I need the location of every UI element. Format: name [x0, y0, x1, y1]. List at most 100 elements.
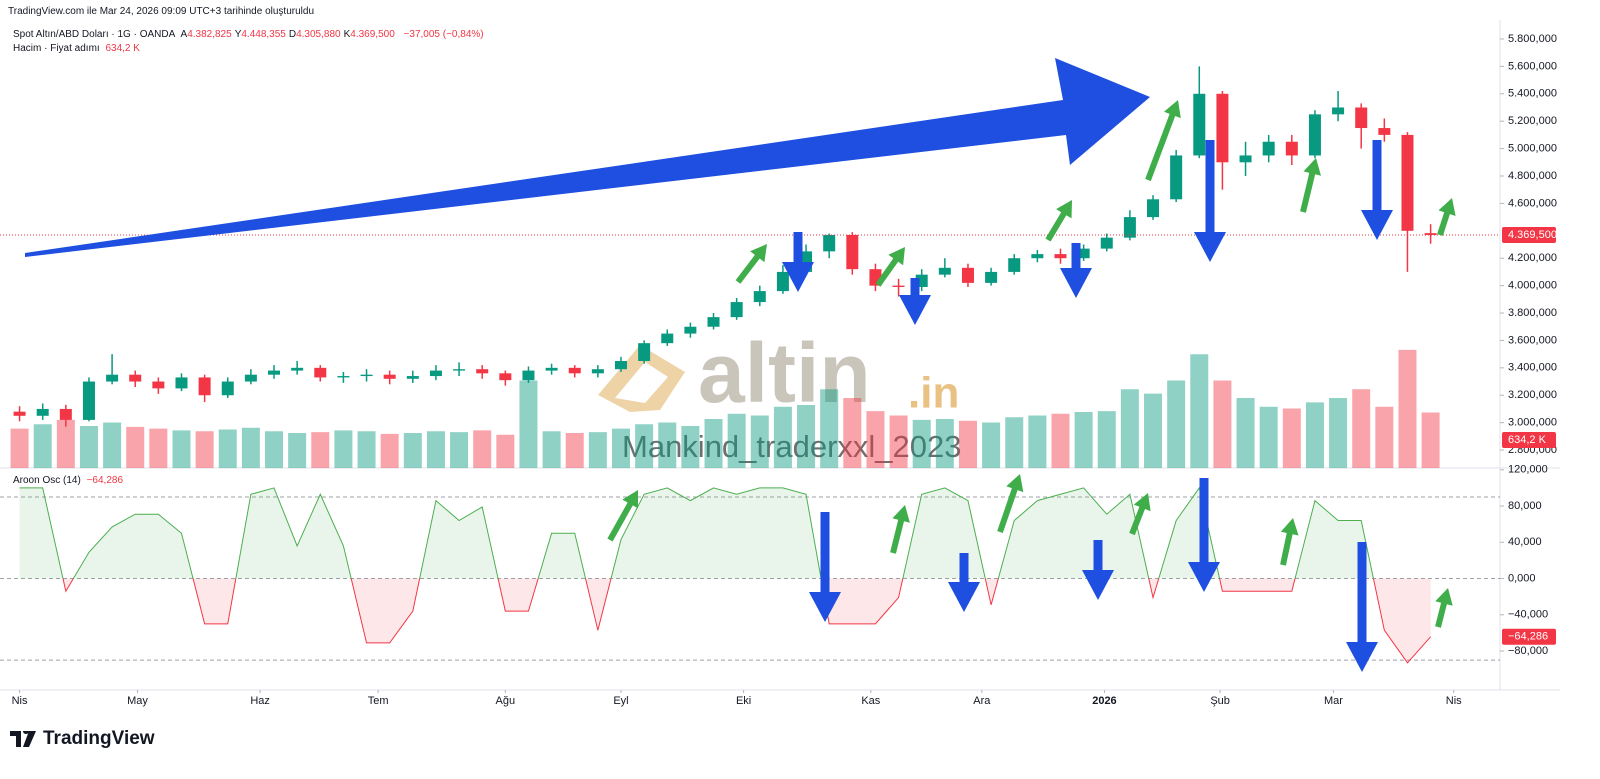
up-arrow	[607, 490, 638, 542]
candle-body	[59, 408, 72, 420]
ohlc-value: 4.305,880	[296, 29, 341, 40]
x-tick-label: Eyl	[613, 695, 628, 707]
up-arrow	[1280, 518, 1299, 566]
volume-legend: Hacim · Fiyat adımı 634,2 K	[13, 43, 143, 54]
y-tick-label: 4.800,000	[1508, 170, 1557, 182]
volume-bar	[1097, 411, 1116, 468]
candle-body	[1031, 254, 1044, 259]
candle-body	[1216, 93, 1229, 163]
volume-bar	[10, 428, 29, 468]
volume-bar	[1190, 354, 1209, 468]
candle-body	[13, 411, 26, 416]
candle-body	[1123, 217, 1136, 238]
up-arrow	[875, 247, 905, 287]
candle-body	[360, 374, 373, 377]
y-tick-label: 5.800,000	[1508, 33, 1557, 45]
candle-body	[1239, 155, 1252, 163]
volume-bar	[1144, 393, 1163, 468]
volume-bar	[1259, 406, 1278, 468]
volume-bar	[1329, 398, 1348, 468]
candle-body	[268, 370, 281, 375]
ohlc-label: A	[180, 29, 188, 40]
caption: TradingView.com ile Mar 24, 2026 09:09 U…	[8, 6, 315, 17]
watermark-text: Mankind_traderxxl_2023	[622, 429, 962, 464]
volume-bar	[681, 426, 700, 468]
volume-bar	[403, 433, 422, 468]
y-tick-label: −80,000	[1508, 645, 1548, 657]
volume-bar	[750, 415, 769, 468]
x-tick-label: Tem	[368, 695, 389, 707]
candle-body	[1147, 199, 1160, 218]
volume-bar	[727, 413, 746, 468]
candle-body	[638, 343, 651, 361]
volume-tag: 634,2 K	[1508, 434, 1547, 446]
x-tick-label: Kas	[861, 695, 880, 707]
x-tick-label: Nis	[1446, 695, 1462, 707]
volume-bar	[103, 422, 122, 468]
x-tick-label: Mar	[1324, 695, 1343, 707]
y-tick-label: 120,000	[1508, 464, 1548, 476]
candle-body	[1077, 248, 1090, 259]
volume-bar	[218, 429, 237, 468]
down-arrow	[1060, 243, 1092, 298]
volume-bar	[635, 424, 654, 468]
osc-tag: −64,286	[1508, 631, 1548, 643]
volume-bar	[241, 427, 260, 468]
candle-body	[614, 360, 627, 370]
volume-bar	[126, 426, 145, 468]
candle-body	[198, 377, 211, 396]
up-arrow	[997, 474, 1024, 533]
candle-body	[499, 373, 512, 381]
y-tick-label: 3.200,000	[1508, 389, 1557, 401]
volume-bar	[519, 380, 538, 468]
volume-title: Hacim · Fiyat adımı	[13, 43, 100, 54]
candle-body	[476, 369, 489, 374]
down-arrow	[1346, 542, 1378, 672]
candle-body	[707, 317, 720, 327]
watermark: altin .in Mankind_traderxxl_2023	[598, 326, 962, 464]
down-arrow	[899, 278, 931, 325]
volume-bar	[1352, 389, 1371, 468]
volume-bar	[1167, 380, 1186, 468]
volume-bar	[773, 406, 792, 468]
ohlc-value: 4.448,355	[241, 29, 286, 40]
brand-logo	[10, 731, 36, 747]
up-arrow	[1045, 200, 1072, 242]
candle-body	[314, 367, 327, 378]
volume-bar	[958, 420, 977, 468]
watermark-logo-suffix: .in	[908, 369, 959, 418]
x-tick-label: Ağu	[496, 695, 516, 707]
ohlc-value: 4.382,825	[187, 29, 232, 40]
candle-body	[661, 333, 674, 344]
candle-body	[175, 377, 188, 389]
osc-line-up	[19, 486, 1374, 579]
candle-body	[383, 374, 396, 379]
x-tick-label: Ara	[973, 695, 991, 707]
candle-body	[406, 376, 419, 379]
volume-bar	[1051, 413, 1070, 468]
candle-body	[1308, 114, 1321, 156]
volume-bar	[1213, 380, 1232, 468]
volume-last: 634,2 K	[105, 43, 140, 54]
brand-name: TradingView	[43, 728, 155, 749]
volume-bar	[658, 422, 677, 468]
volume-bar	[611, 428, 630, 468]
volume-bar	[935, 419, 954, 468]
volume-bar	[889, 415, 908, 468]
down-arrow	[1082, 540, 1114, 600]
volume-bar	[426, 431, 445, 468]
volume-bar	[149, 428, 168, 468]
up-arrow	[1129, 493, 1151, 536]
candle-body	[36, 408, 49, 416]
candle-body	[1193, 93, 1206, 156]
candle-body	[1170, 155, 1183, 200]
price-tag: 4.369,500	[1508, 229, 1557, 241]
candle-body	[1262, 141, 1275, 156]
watermark-logo-text: altin	[698, 326, 871, 420]
candle-body	[1008, 258, 1021, 272]
candle-body	[221, 381, 234, 396]
volume-bar	[334, 430, 353, 468]
candle-body	[823, 234, 836, 252]
y-tick-label: 3.600,000	[1508, 334, 1557, 346]
